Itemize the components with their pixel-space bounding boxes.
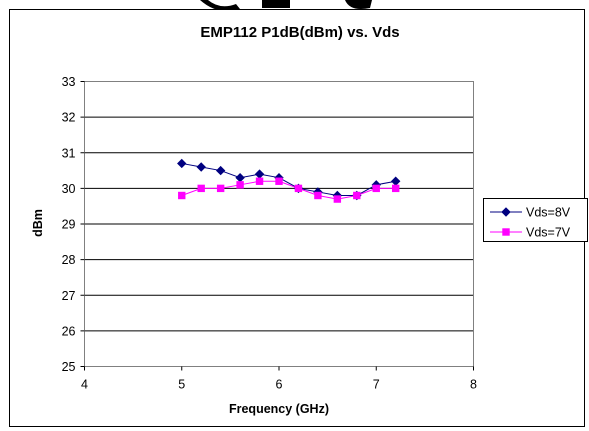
legend-label-1: Vds=8V: [526, 206, 571, 220]
series-group: [177, 158, 401, 203]
legend-box: [483, 198, 588, 242]
y-tick-label-33: 33: [62, 75, 76, 89]
data-point-2-12: [392, 184, 400, 193]
series-2: [178, 177, 400, 203]
x-tick-label-4: 4: [81, 378, 88, 392]
data-point-1-2: [196, 162, 206, 172]
clipped-header-decoration: [200, 0, 372, 12]
x-tick-label-8: 8: [470, 378, 477, 392]
y-tick-label-32: 32: [62, 111, 76, 125]
y-tick-label-26: 26: [62, 324, 76, 338]
data-point-2-2: [197, 184, 205, 193]
x-tick-label-5: 5: [178, 378, 185, 392]
data-point-1-3: [215, 165, 226, 176]
y-axis-title: dBm: [31, 209, 45, 237]
y-tick-label-29: 29: [62, 218, 76, 232]
x-axis-title: Frequency (GHz): [229, 402, 329, 416]
data-point-2-7: [294, 184, 303, 193]
legend-marker-1: [501, 207, 511, 217]
decoration-arc-right: [345, 0, 372, 9]
x-axis-ticks: 4 5 6 7 8: [81, 366, 477, 392]
data-point-2-8: [314, 191, 322, 200]
y-tick-label-27: 27: [62, 289, 76, 303]
legend: Vds=8V Vds=7V: [490, 206, 571, 240]
y-tick-label-30: 30: [62, 182, 76, 196]
data-point-2-4: [236, 181, 244, 189]
data-point-2-1: [178, 191, 186, 200]
legend-label-2: Vds=7V: [526, 226, 571, 240]
data-point-2-10: [353, 191, 361, 200]
y-tick-label-25: 25: [62, 360, 76, 374]
data-point-2-11: [372, 184, 380, 193]
x-tick-label-6: 6: [276, 378, 283, 392]
y-axis-ticks: 25 26 27 28 29 30 31 32 33: [62, 75, 85, 374]
data-point-2-6: [275, 177, 283, 185]
legend-marker-2: [502, 228, 510, 236]
y-tick-label-28: 28: [62, 253, 76, 267]
decoration-arc-left: [200, 0, 240, 12]
x-tick-label-7: 7: [373, 378, 380, 392]
data-point-2-9: [333, 195, 342, 203]
data-point-1-1: [177, 158, 187, 169]
data-point-2-3: [216, 184, 225, 193]
decoration-block-center: [262, 0, 290, 8]
y-tick-label-31: 31: [62, 146, 76, 160]
chart-title: EMP112 P1dB(dBm) vs. Vds: [200, 24, 399, 41]
data-point-2-5: [255, 177, 264, 185]
